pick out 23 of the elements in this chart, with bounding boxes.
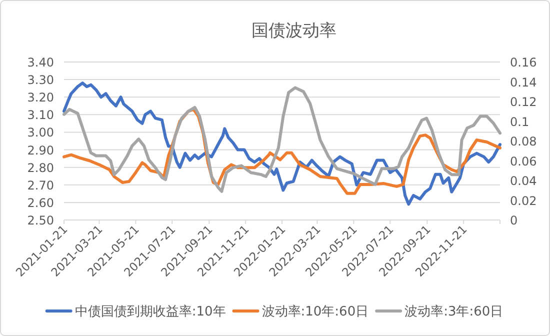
legend-label: 波动率:10年:60日 <box>262 304 369 320</box>
y-tick-label: 3.40 <box>27 56 54 70</box>
y2-tick-label: 0.04 <box>510 174 537 188</box>
y-tick-label: 3.20 <box>27 90 54 105</box>
y2-tick-label: 0.12 <box>510 95 537 109</box>
y2-tick-label: 0.06 <box>510 154 537 168</box>
y2-tick-label: 0.02 <box>510 194 537 208</box>
y-tick-label: 2.80 <box>27 160 54 175</box>
y2-tick-label: 0.14 <box>510 75 537 90</box>
y2-tick-label: 0 <box>510 214 518 228</box>
y-tick-label: 2.50 <box>27 214 54 228</box>
y-tick-label: 3.00 <box>27 126 54 140</box>
legend-label: 波动率:3年:60日 <box>404 304 504 320</box>
y-tick-label: 2.90 <box>27 143 54 158</box>
y-tick-label: 2.70 <box>27 178 54 192</box>
y2-tick-label: 0.08 <box>510 134 537 148</box>
legend-label: 中债国债到期收益率:10年 <box>74 304 226 320</box>
y2-tick-label: 0.16 <box>510 56 537 70</box>
title: 国债波动率 <box>252 21 336 41</box>
y-tick-label: 3.10 <box>27 108 54 122</box>
y-tick-label: 3.30 <box>27 73 54 88</box>
y2-tick-label: 0.1 <box>510 114 530 129</box>
y-tick-label: 2.60 <box>27 196 54 210</box>
